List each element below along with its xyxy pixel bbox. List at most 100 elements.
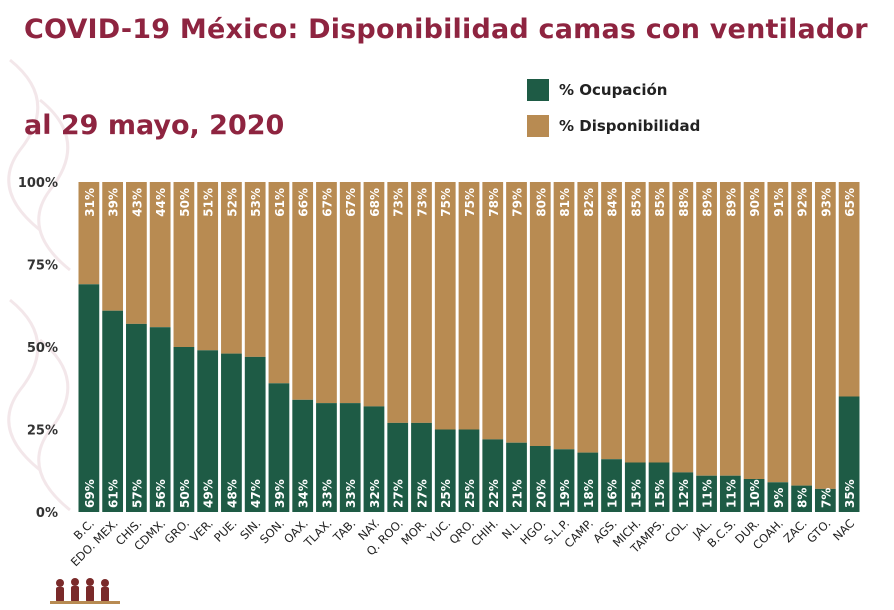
data-label-disponibilidad: 81%	[558, 188, 572, 217]
x-tick-label: ZAC.	[781, 516, 810, 545]
y-tick-label: 75%	[27, 259, 58, 274]
x-tick-label: VER.	[187, 516, 216, 545]
data-label-disponibilidad: 92%	[796, 188, 810, 217]
bar-disponibilidad	[173, 182, 195, 347]
data-label-ocupacion: 10%	[748, 479, 762, 508]
bar-disponibilidad	[672, 182, 694, 473]
x-tick-label: NAC	[830, 516, 857, 543]
data-label-ocupacion: 47%	[249, 479, 263, 508]
data-label-disponibilidad: 93%	[819, 188, 833, 217]
data-label-disponibilidad: 61%	[273, 188, 287, 217]
bar-disponibilidad	[624, 182, 646, 463]
data-label-ocupacion: 61%	[107, 479, 121, 508]
bar-disponibilidad	[814, 182, 836, 489]
bar-disponibilidad	[316, 182, 337, 404]
data-label-ocupacion: 20%	[534, 479, 548, 508]
data-label-disponibilidad: 39%	[107, 188, 121, 217]
data-label-disponibilidad: 53%	[249, 188, 263, 217]
bar-ocupacion	[221, 353, 242, 512]
bar-disponibilidad	[268, 182, 290, 384]
bar-ocupacion	[767, 482, 789, 512]
x-tick-label: GTO.	[804, 516, 834, 546]
bar-disponibilidad	[648, 182, 670, 463]
bar-ocupacion	[696, 475, 717, 512]
bar-ocupacion	[126, 323, 147, 512]
chart-legend: % Ocupación % Disponibilidad	[527, 79, 700, 151]
data-label-disponibilidad: 82%	[582, 188, 596, 217]
data-label-ocupacion: 9%	[772, 488, 786, 508]
legend-swatch-ocupacion	[527, 79, 549, 101]
data-label-ocupacion: 12%	[677, 479, 691, 508]
bar-disponibilidad	[292, 182, 314, 400]
bar-disponibilidad	[743, 182, 765, 479]
data-label-disponibilidad: 89%	[724, 188, 738, 217]
x-tick-label: HGO.	[517, 516, 548, 547]
bar-ocupacion	[363, 406, 385, 512]
bar-ocupacion	[719, 475, 741, 512]
legend-label-disponibilidad: % Disponibilidad	[559, 117, 701, 135]
bar-ocupacion	[743, 479, 765, 512]
bar-ocupacion	[268, 383, 290, 512]
data-label-ocupacion: 11%	[701, 479, 715, 508]
bar-disponibilidad	[387, 182, 409, 423]
bar-ocupacion	[791, 485, 812, 512]
data-label-disponibilidad: 85%	[629, 188, 643, 217]
data-label-disponibilidad: 80%	[534, 188, 548, 217]
data-label-ocupacion: 18%	[582, 479, 596, 508]
bar-disponibilidad	[482, 182, 504, 440]
bar-disponibilidad	[791, 182, 812, 486]
bar-disponibilidad	[339, 182, 361, 404]
y-tick-label: 50%	[27, 341, 58, 356]
bar-ocupacion	[529, 446, 551, 512]
bar-ocupacion	[316, 403, 337, 512]
data-label-disponibilidad: 67%	[320, 188, 334, 217]
x-tick-label: COL.	[662, 516, 691, 545]
bar-ocupacion	[78, 284, 100, 512]
bar-ocupacion	[339, 403, 361, 512]
data-label-ocupacion: 39%	[273, 479, 287, 508]
bar-ocupacion	[624, 462, 646, 512]
bar-ocupacion	[553, 449, 575, 512]
bar-disponibilidad	[149, 182, 171, 328]
data-label-disponibilidad: 43%	[130, 188, 144, 217]
x-tick-label: PUE.	[211, 516, 239, 544]
y-tick-label: 25%	[27, 424, 58, 439]
data-label-ocupacion: 27%	[415, 479, 429, 508]
data-label-disponibilidad: 50%	[178, 188, 192, 217]
bar-disponibilidad	[553, 182, 575, 450]
data-label-ocupacion: 32%	[368, 479, 382, 508]
x-tick-label: YUC.	[424, 516, 454, 546]
data-label-ocupacion: 25%	[439, 479, 453, 508]
legend-swatch-disponibilidad	[527, 115, 549, 137]
bar-disponibilidad	[126, 182, 147, 324]
data-label-disponibilidad: 73%	[415, 188, 429, 217]
legend-item-disponibilidad: % Disponibilidad	[527, 115, 700, 137]
data-label-disponibilidad: 65%	[843, 188, 857, 217]
data-label-disponibilidad: 89%	[701, 188, 715, 217]
data-label-disponibilidad: 44%	[154, 188, 168, 217]
data-label-disponibilidad: 67%	[344, 188, 358, 217]
bar-ocupacion	[482, 439, 504, 512]
data-label-ocupacion: 35%	[843, 479, 857, 508]
data-label-ocupacion: 56%	[154, 479, 168, 508]
bar-ocupacion	[601, 459, 622, 512]
bar-disponibilidad	[197, 182, 219, 351]
data-label-disponibilidad: 78%	[487, 188, 501, 217]
data-label-ocupacion: 57%	[130, 479, 144, 508]
data-label-ocupacion: 7%	[819, 488, 833, 508]
bar-disponibilidad	[363, 182, 385, 407]
bar-ocupacion	[434, 429, 456, 512]
x-tick-label: MOR.	[398, 516, 429, 547]
data-label-disponibilidad: 91%	[772, 188, 786, 217]
data-label-ocupacion: 22%	[487, 479, 501, 508]
legend-item-ocupacion: % Ocupación	[527, 79, 700, 101]
data-label-disponibilidad: 84%	[606, 188, 620, 217]
bar-ocupacion	[814, 488, 836, 512]
data-label-disponibilidad: 73%	[392, 188, 406, 217]
bar-disponibilidad	[78, 182, 100, 285]
bar-disponibilidad	[102, 182, 124, 311]
bar-disponibilidad	[838, 182, 860, 397]
bar-ocupacion	[838, 396, 860, 512]
bar-ocupacion	[102, 310, 124, 512]
x-tick-label: SON.	[257, 516, 287, 546]
